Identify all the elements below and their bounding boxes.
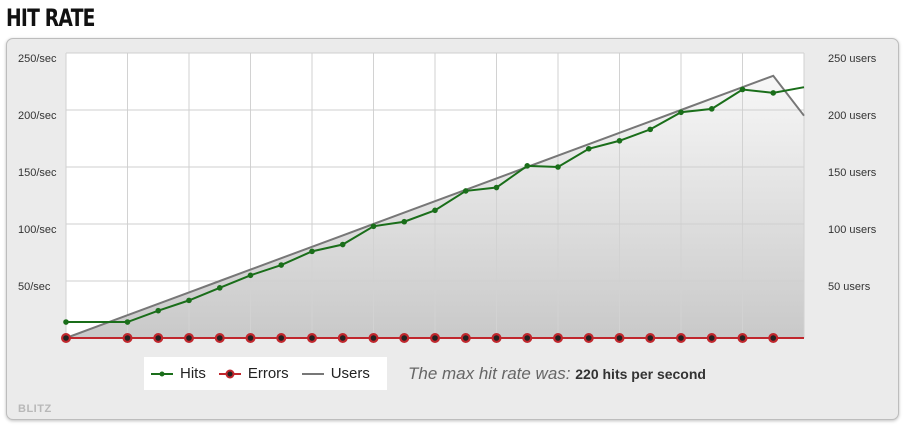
errors-point-center (370, 335, 377, 341)
y-left-tick-label: 250/sec (18, 53, 57, 65)
legend-item-hits[interactable]: Hits (150, 365, 206, 382)
errors-legend-marker-icon (218, 369, 241, 378)
y-right-tick-label: 150 users (828, 167, 877, 179)
hits-point (585, 145, 592, 152)
hits-point (432, 207, 438, 214)
page-title: HIT RATE (6, 4, 95, 32)
errors-point-center (739, 335, 746, 341)
errors-point-center (708, 335, 715, 341)
errors-point-center (647, 335, 654, 341)
hits-point (678, 109, 684, 116)
hits-series-line (66, 86, 805, 324)
errors-point-center (339, 335, 346, 341)
hits-point (524, 163, 531, 169)
y-right-tick-label: 250 users (828, 53, 877, 65)
hits-point (339, 241, 346, 248)
errors-point-center (216, 335, 223, 341)
y-right-tick-label: 50 users (828, 281, 871, 293)
hits-point (647, 126, 654, 133)
chart-legend: Hits Errors Users (144, 357, 387, 390)
hits-point (309, 248, 315, 255)
hits-point (708, 106, 715, 112)
errors-point-center (462, 335, 469, 341)
hits-point (555, 164, 561, 170)
hits-point (186, 297, 192, 304)
errors-point-center (155, 335, 162, 341)
legend-label-hits: Hits (180, 365, 206, 382)
hits-point (462, 188, 469, 194)
hits-point (247, 272, 254, 279)
hits-point (63, 319, 69, 325)
legend-label-errors: Errors (247, 365, 289, 382)
y-left-tick-label: 200/sec (18, 110, 57, 122)
legend-item-users[interactable]: Users (301, 365, 370, 382)
hits-point (739, 86, 746, 93)
users-legend-line-icon (301, 372, 324, 375)
errors-point-center (524, 335, 531, 341)
errors-point-center (309, 335, 315, 341)
max-hit-rate-note: The max hit rate was: 220 hits per secon… (408, 364, 706, 384)
hits-point (401, 218, 408, 225)
hits-point (278, 262, 285, 268)
y-right-tick-label: 200 users (828, 110, 877, 122)
errors-point-center (678, 335, 684, 341)
errors-point-center (770, 335, 777, 341)
errors-point-center (585, 335, 592, 341)
errors-point-center (432, 335, 438, 341)
hits-point (216, 285, 223, 291)
hits-point (493, 184, 500, 191)
hits-point (616, 137, 623, 144)
errors-point-center (555, 335, 561, 341)
legend-label-users: Users (330, 365, 370, 382)
y-left-tick-label: 100/sec (18, 224, 57, 236)
y-left-tick-label: 150/sec (18, 167, 57, 179)
blitz-watermark-logo: BLITZ (18, 403, 52, 415)
errors-point-center (186, 335, 192, 341)
max-hit-rate-value: 220 hits per second (575, 366, 706, 382)
hits-point (124, 319, 131, 325)
errors-point-center (278, 335, 285, 341)
errors-point-center (247, 335, 254, 341)
hits-legend-marker-icon (151, 371, 173, 376)
legend-item-errors[interactable]: Errors (218, 365, 289, 382)
errors-point-center (616, 335, 623, 341)
max-hit-rate-prefix: The max hit rate was: (408, 364, 571, 383)
hits-point (770, 90, 777, 96)
errors-point-center (401, 335, 408, 341)
y-left-tick-label: 50/sec (18, 281, 51, 293)
errors-point-center (124, 335, 131, 341)
errors-point-center (493, 335, 500, 341)
y-right-tick-label: 100 users (828, 224, 877, 236)
hits-point (155, 307, 162, 314)
errors-point-center (63, 335, 69, 341)
hits-point (370, 223, 377, 230)
